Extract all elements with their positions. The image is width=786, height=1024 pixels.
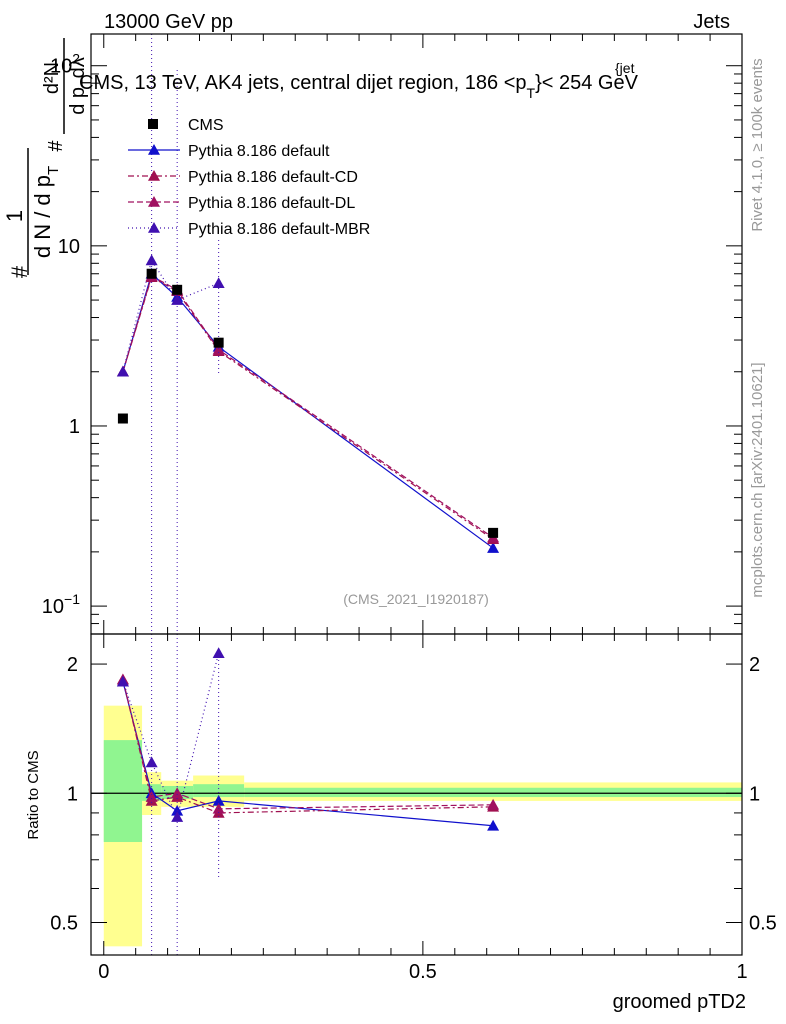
legend-label-0: CMS: [188, 117, 224, 134]
series-3-point-2: [171, 294, 184, 305]
series-layer: [116, 34, 500, 955]
series-line-2: [122, 275, 494, 539]
ratio-tick-label-left-0: 2: [67, 654, 78, 676]
legend: CMS Pythia 8.186 default Pythia 8.186 defa…: [128, 117, 370, 238]
y-tick-label-2: 1: [69, 416, 80, 438]
ratio-3-point-0: [116, 675, 129, 687]
analysis-id: (CMS_2021_I1920187): [343, 591, 489, 607]
series-2-point-3: [212, 343, 225, 355]
y-axis-label-top: # 1 d N / d pT # d²N d pTdλ: [2, 38, 94, 278]
ratio-3-point-2: [171, 811, 184, 822]
cms-data-point-0: [117, 413, 128, 424]
x-axis-label: groomed pTD2: [613, 991, 746, 1013]
plot-frames: [90, 33, 743, 956]
band-green-0: [103, 740, 143, 843]
ylabel-hash-2: #: [45, 140, 67, 152]
x-tick-label-2: 1: [736, 961, 747, 983]
plot-title-main: CMS, 13 TeV, AK4 jets, central dijet reg…: [79, 72, 527, 94]
series-line-3: [122, 258, 219, 372]
jets-label: Jets: [693, 11, 730, 33]
ratio-bands: [91, 705, 743, 947]
cms-data-point-3: [213, 337, 224, 348]
x-tick-label-0: 0: [98, 961, 109, 983]
y-axis-label-ratio: Ratio to CMS: [25, 750, 42, 839]
legend-label-1: Pythia 8.186 default: [188, 143, 330, 160]
series-3-point-1: [145, 254, 158, 266]
ylabel-frac2-num: d²N: [41, 62, 63, 94]
legend-marker-3: [148, 196, 160, 207]
ylabel-frac2-den: d pTdλ: [67, 57, 94, 115]
x-tick-label-1: 0.5: [409, 961, 437, 983]
plot-title-tail: }< 254 GeV: [535, 72, 639, 94]
ratio-tick-label-left-1: 1: [67, 783, 78, 805]
ylabel-hash-1: #: [7, 265, 32, 278]
legend-label-3: Pythia 8.186 default-DL: [188, 195, 355, 212]
y-tick-label-0: 102: [50, 51, 80, 78]
legend-marker-4: [148, 222, 160, 233]
legend-label-4: Pythia 8.186 default-MBR: [188, 221, 370, 238]
rivet-label: Rivet 4.1.0, ≥ 100k events: [749, 58, 766, 231]
ratio-2-point-4: [487, 798, 500, 810]
series-line-1: [122, 276, 494, 540]
series-3-point-0: [116, 365, 129, 377]
ratio-0-point-4: [487, 819, 500, 831]
ratio-2-point-2: [171, 787, 184, 799]
ylabel-frac1-num: 1: [2, 210, 27, 222]
cms-data-point-1: [146, 268, 157, 279]
series-3-point-3: [212, 277, 225, 289]
band-green-4: [244, 787, 743, 798]
plot-title-sub: T: [527, 85, 536, 101]
ratio-3-point-1: [145, 756, 158, 768]
tick-layer: 0 0.5 1 102 10 1 10−1 2 2 1 1 0.5 0.5: [42, 34, 777, 983]
legend-marker-cms: [148, 119, 158, 129]
ratio-tick-label-right-0: 2: [749, 654, 760, 676]
mcplots-label: mcplots.cern.ch [arXiv:2401.10621]: [749, 362, 766, 597]
series-0-point-4: [487, 542, 500, 553]
y-tick-label-1: 10: [58, 236, 80, 258]
ratio-tick-label-left-2: 0.5: [50, 912, 78, 934]
ratio-2-point-1: [145, 791, 158, 802]
ratio-plot-frame: [90, 633, 743, 956]
legend-marker-2: [148, 170, 160, 181]
energy-label: 13000 GeV pp: [104, 11, 233, 33]
cms-data-point-2: [172, 284, 183, 295]
ratio-tick-label-right-2: 0.5: [749, 912, 777, 934]
ratio-3-point-3: [212, 647, 225, 659]
ratio-tick-label-right-1: 1: [749, 783, 760, 805]
y-tick-label-3: 10−1: [42, 591, 80, 618]
legend-label-2: Pythia 8.186 default-CD: [188, 169, 358, 186]
legend-marker-1: [148, 144, 160, 155]
plot-title-sup: {jet: [615, 60, 635, 76]
plot-title: CMS, 13 TeV, AK4 jets, central dijet reg…: [79, 72, 639, 101]
ylabel-frac1-den: d N / d pT: [30, 166, 62, 258]
cms-data-point-4: [488, 527, 499, 538]
